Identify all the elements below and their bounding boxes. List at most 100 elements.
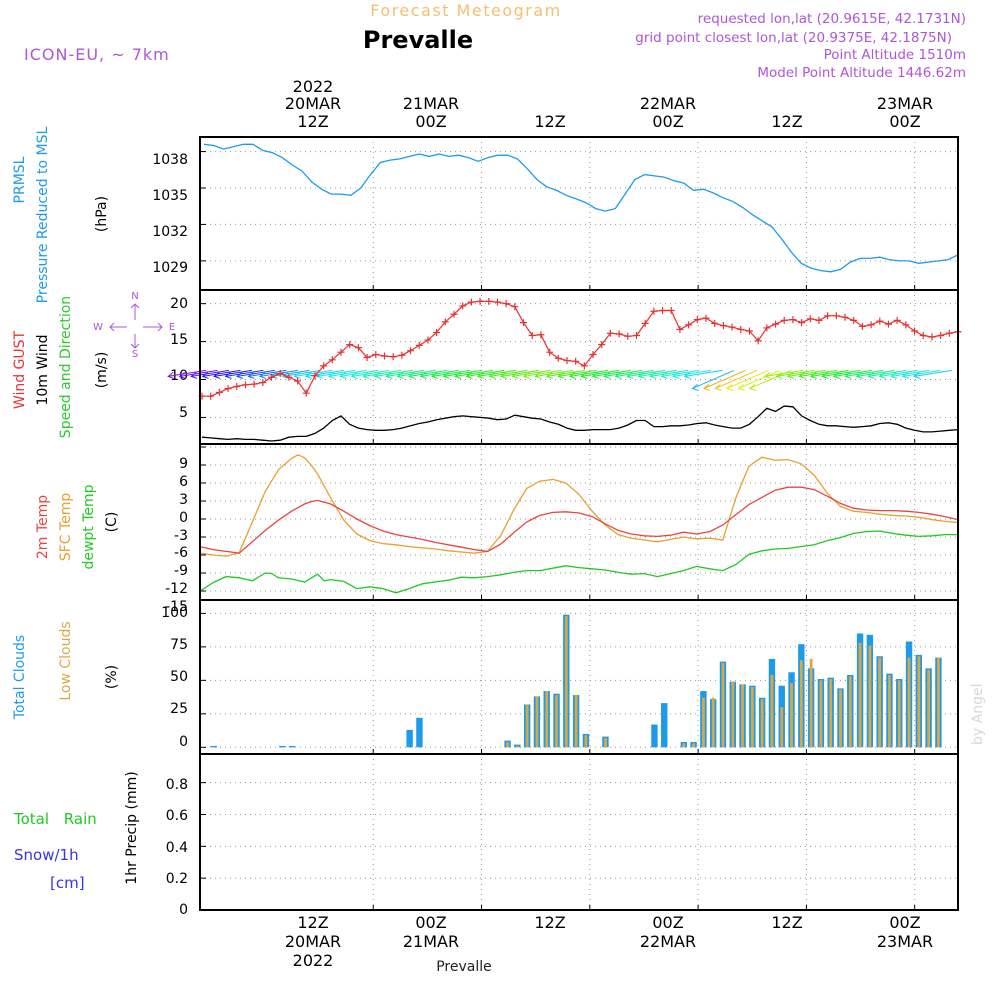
compass-w: W — [93, 322, 103, 333]
wind-direction-arrow-shaft — [764, 369, 803, 377]
wind-direction-arrow-head — [293, 372, 301, 379]
time-label-top-0-l2: 12Z — [297, 112, 328, 131]
wind-direction-arrow-head — [557, 372, 565, 379]
low-clouds-bar — [839, 689, 842, 748]
low-clouds-bar — [799, 660, 803, 748]
wind-gust-marker — [476, 297, 484, 305]
pressure-unit: (hPa) — [94, 196, 110, 232]
wind-direction-arrow-head — [901, 372, 909, 379]
temp-sfc-label: SFC Temp — [58, 493, 74, 562]
wind-direction-arrow-shaft — [726, 369, 769, 389]
wind-gust-marker — [407, 347, 415, 355]
compass-rose-icon: N S W E — [93, 291, 175, 360]
wind-direction-arrow-head — [477, 372, 485, 379]
time-label-bottom-5-l0: 00Z — [889, 913, 920, 932]
low-clouds-bar — [868, 645, 872, 748]
wind-direction-arrow-shaft — [317, 369, 356, 377]
top-title: Forecast Meteogram — [370, 1, 561, 20]
wind-direction-arrow-shaft — [397, 369, 436, 377]
low-clouds-bar — [750, 687, 754, 748]
wind-direction-arrow-shaft — [856, 369, 895, 377]
wind-gust-marker — [641, 319, 649, 327]
low-clouds-bar — [721, 662, 725, 748]
time-label-top-1-l0: 21MAR — [403, 94, 459, 113]
wind-direction-arrow-shaft — [558, 369, 597, 377]
wind-gust-marker — [241, 381, 249, 389]
wind-gust-marker — [285, 373, 293, 381]
wind-gust-marker — [311, 372, 319, 380]
wind-gust-marker — [554, 354, 562, 362]
wind-gust-marker — [693, 316, 701, 324]
wind-gust-marker — [493, 298, 501, 306]
wind-direction-arrow-shaft — [500, 369, 539, 377]
wind-gust-marker — [928, 333, 936, 341]
wind-direction-arrow-head — [913, 372, 921, 379]
wind-gust-marker — [606, 329, 614, 337]
time-label-bottom-0-l2: 2022 — [293, 951, 334, 970]
wind-gust-marker — [528, 332, 536, 340]
wind-direction-arrow-shaft — [420, 369, 459, 377]
low-clouds-bar — [604, 737, 607, 748]
wind-direction-arrow-head — [350, 372, 358, 379]
low-clouds-bar — [819, 680, 823, 748]
wind-direction-arrow-head — [431, 372, 439, 379]
temp-2m-line — [199, 486, 959, 554]
wind-gust-marker — [424, 336, 432, 344]
wind-gust-marker — [389, 353, 397, 361]
wind-direction-arrow-head — [396, 372, 404, 379]
wind-gust-marker — [893, 316, 901, 324]
time-label-bottom-3-l0: 00Z — [652, 913, 683, 932]
wind-direction-arrow-shaft — [684, 369, 723, 377]
wind-gust-marker — [824, 312, 832, 320]
low-clouds-bar — [555, 695, 558, 748]
wind-gust-marker — [945, 329, 953, 337]
time-label-top-3-l1: 00Z — [652, 112, 683, 131]
wind-direction-arrow-head — [775, 372, 783, 379]
wind-gust-marker — [615, 330, 623, 338]
wind-gust-marker — [589, 350, 597, 358]
wind-direction-arrow-shaft — [466, 369, 505, 377]
wind-gust-markers — [198, 297, 962, 400]
total-clouds-bar — [406, 729, 413, 748]
wind-direction-arrow-shaft — [738, 369, 781, 389]
total-clouds-bar — [416, 717, 423, 748]
temp-ytick-label: 0 — [179, 510, 188, 526]
model-label: ICON-EU, ~ 7km — [24, 45, 170, 64]
wind-unit: (m/s) — [94, 352, 110, 389]
wind-gust-marker — [685, 321, 693, 329]
wind-direction-arrow-head — [304, 372, 313, 379]
low-clouds-bar — [780, 707, 784, 748]
wind-direction-arrow-shaft — [627, 369, 666, 377]
temp-ytick-label: -6 — [174, 545, 188, 561]
wind-gust-marker — [433, 328, 441, 336]
wind-direction-arrow-head — [809, 372, 818, 379]
wind-gust-marker — [320, 362, 328, 370]
clouds-panel: Total Clouds Low Clouds (%) 100 75 50 25… — [12, 599, 959, 755]
temp-ytick-label: 6 — [179, 474, 188, 490]
wind-direction-arrow-head — [522, 372, 531, 379]
wind-direction-arrow-head — [190, 372, 198, 379]
clouds-ytick-label: 75 — [170, 637, 188, 653]
wind-gust-marker — [902, 321, 910, 329]
wind-direction-arrow-shaft — [374, 369, 413, 377]
wind-direction-arrow-shaft — [692, 369, 735, 389]
wind-gust-marker — [572, 357, 580, 365]
wind-direction-arrow-shaft — [914, 369, 953, 377]
pressure-grid — [200, 137, 958, 290]
wind-direction-arrow-head — [511, 372, 519, 379]
wind-direction-arrow-shaft — [386, 369, 425, 377]
wind-direction-arrow-head — [167, 372, 175, 379]
wind-direction-arrow-head — [454, 372, 462, 379]
wind-direction-arrow-head — [591, 372, 600, 379]
wind-direction-arrow-shaft — [592, 369, 631, 377]
grid-point-coords: grid point closest lon,lat (20.9375E, 42… — [635, 30, 952, 46]
time-label-top-5-l1: 00Z — [889, 112, 920, 131]
wind-gust-marker — [676, 325, 684, 333]
wind-gust-marker — [276, 369, 284, 377]
wind-gust-marker — [346, 341, 354, 349]
wind-direction-arrow-shaft — [294, 369, 333, 377]
wind-direction-arrow-head — [672, 372, 680, 379]
wind-ytick-label: 20 — [170, 296, 188, 312]
wind-gust-marker — [850, 316, 858, 324]
